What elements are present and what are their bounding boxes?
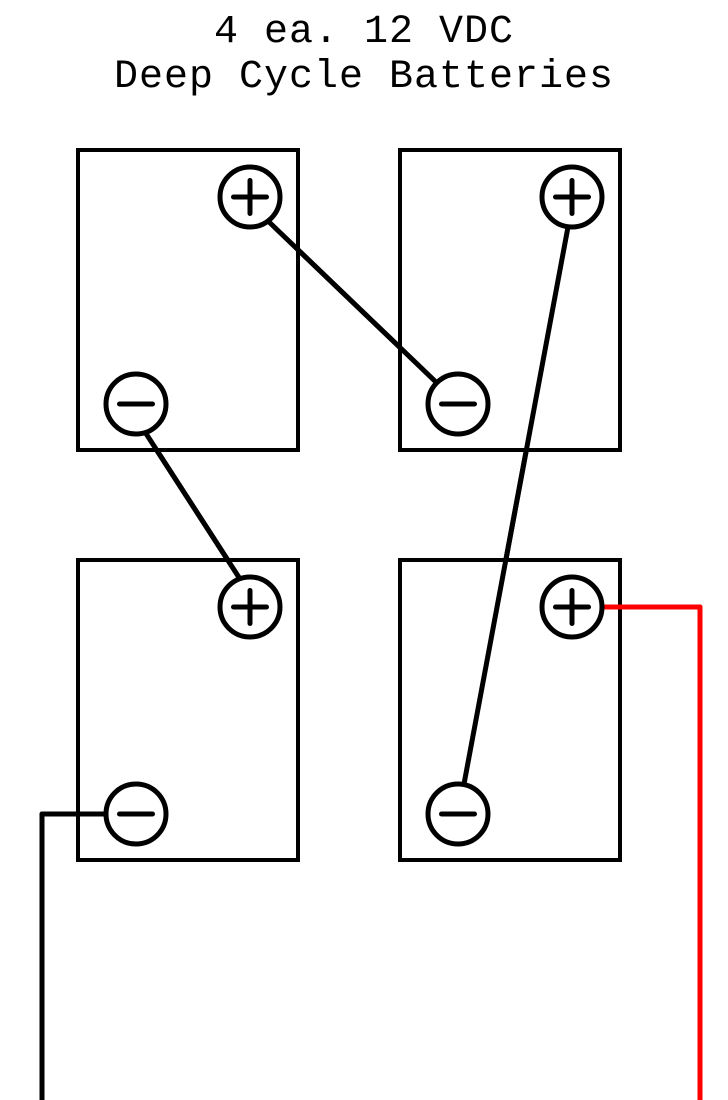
terminal-tr-neg	[428, 374, 488, 434]
terminal-br-pos	[542, 577, 602, 637]
battery-wiring-diagram	[0, 0, 728, 1100]
terminal-tr-pos	[542, 167, 602, 227]
terminal-br-neg	[428, 784, 488, 844]
terminal-bl-pos	[220, 577, 280, 637]
terminal-bl-neg	[106, 784, 166, 844]
terminal-tl-neg	[106, 374, 166, 434]
terminal-tl-pos	[220, 167, 280, 227]
